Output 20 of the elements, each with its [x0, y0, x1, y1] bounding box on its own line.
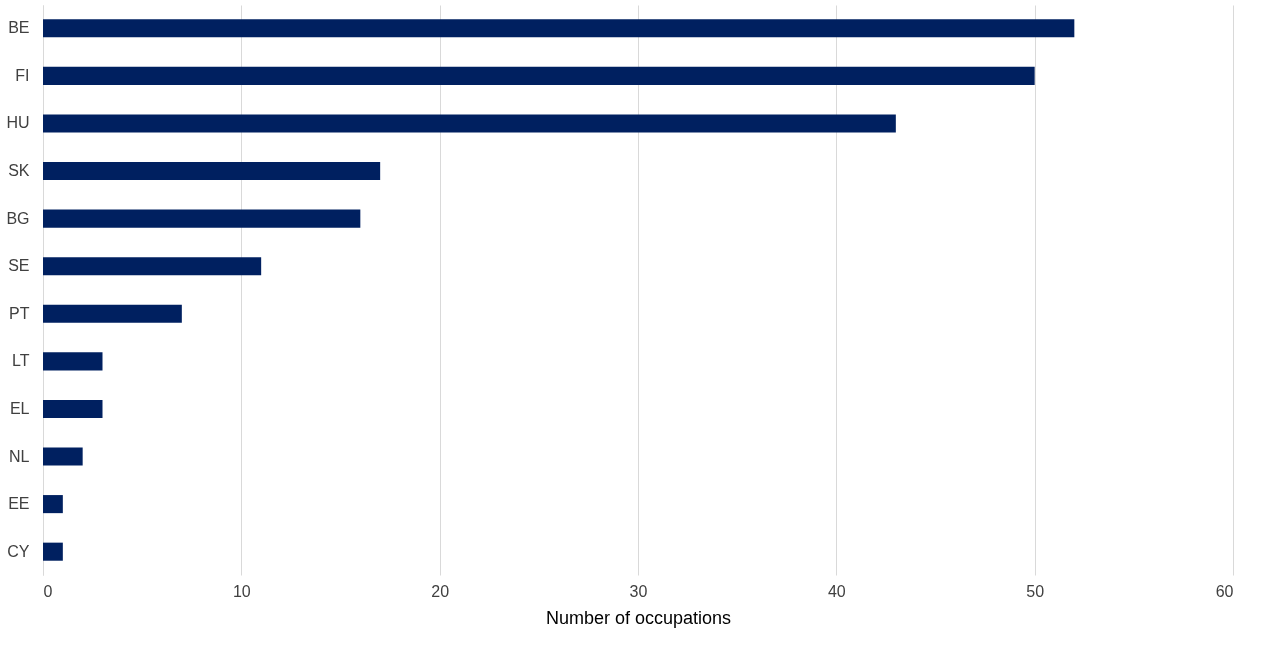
x-tick-label: 20 [431, 582, 450, 600]
x-tick-label: 50 [1026, 582, 1045, 600]
x-axis-title: Number of occupations [545, 607, 732, 628]
x-tick-label: 40 [827, 582, 846, 600]
y-tick-label: BG [6, 209, 30, 227]
y-tick-label: SK [8, 162, 30, 180]
y-tick-label: SE [8, 257, 30, 275]
y-tick-label: EE [8, 495, 30, 513]
y-tick-label: BE [8, 19, 30, 37]
y-tick-label: NL [9, 447, 30, 465]
x-tick-label: 60 [1215, 582, 1234, 600]
y-tick-label: CY [7, 542, 30, 560]
x-tick-label: 0 [43, 582, 53, 600]
y-tick-label: FI [15, 66, 30, 84]
y-tick-label: EL [9, 399, 30, 417]
x-tick-label: 30 [629, 582, 648, 600]
y-tick-label: PT [9, 304, 30, 322]
y-tick-label: HU [6, 114, 30, 132]
x-tick-label: 10 [232, 582, 251, 600]
y-tick-label: LT [12, 352, 30, 370]
